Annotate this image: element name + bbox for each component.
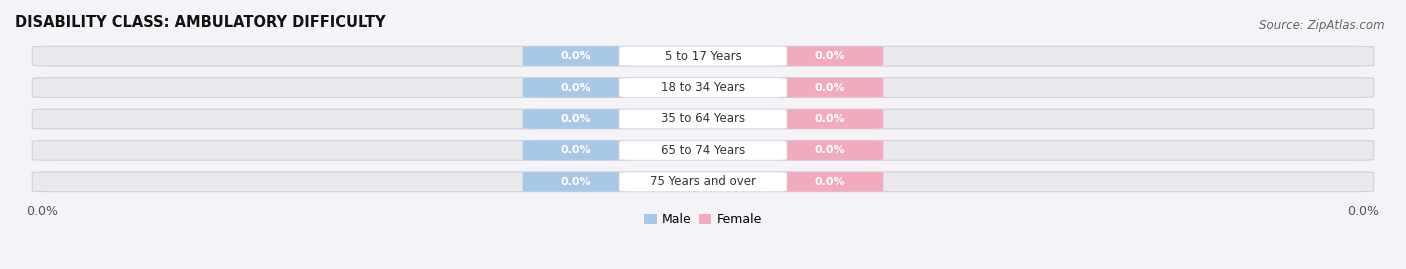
Text: 0.0%: 0.0%: [815, 114, 845, 124]
FancyBboxPatch shape: [32, 172, 1374, 192]
FancyBboxPatch shape: [619, 78, 787, 97]
Text: 75 Years and over: 75 Years and over: [650, 175, 756, 188]
Text: 65 to 74 Years: 65 to 74 Years: [661, 144, 745, 157]
Text: 0.0%: 0.0%: [561, 114, 591, 124]
FancyBboxPatch shape: [32, 46, 1374, 66]
Text: 0.0%: 0.0%: [561, 83, 591, 93]
Text: Source: ZipAtlas.com: Source: ZipAtlas.com: [1260, 19, 1385, 32]
FancyBboxPatch shape: [32, 140, 1374, 160]
FancyBboxPatch shape: [523, 109, 628, 129]
Text: 18 to 34 Years: 18 to 34 Years: [661, 81, 745, 94]
FancyBboxPatch shape: [523, 141, 628, 160]
FancyBboxPatch shape: [32, 109, 1374, 129]
FancyBboxPatch shape: [523, 46, 628, 66]
FancyBboxPatch shape: [778, 141, 883, 160]
FancyBboxPatch shape: [523, 78, 628, 97]
Text: 0.0%: 0.0%: [815, 177, 845, 187]
FancyBboxPatch shape: [619, 46, 787, 66]
FancyBboxPatch shape: [523, 172, 628, 192]
FancyBboxPatch shape: [778, 109, 883, 129]
Text: 35 to 64 Years: 35 to 64 Years: [661, 112, 745, 125]
Text: 0.0%: 0.0%: [561, 145, 591, 155]
FancyBboxPatch shape: [619, 109, 787, 129]
Text: 5 to 17 Years: 5 to 17 Years: [665, 50, 741, 63]
Text: 0.0%: 0.0%: [815, 83, 845, 93]
FancyBboxPatch shape: [32, 78, 1374, 97]
Text: 0.0%: 0.0%: [561, 177, 591, 187]
FancyBboxPatch shape: [619, 172, 787, 192]
Legend: Male, Female: Male, Female: [640, 208, 766, 231]
Text: 0.0%: 0.0%: [561, 51, 591, 61]
FancyBboxPatch shape: [619, 141, 787, 160]
Text: 0.0%: 0.0%: [815, 145, 845, 155]
FancyBboxPatch shape: [778, 78, 883, 97]
FancyBboxPatch shape: [778, 172, 883, 192]
Text: 0.0%: 0.0%: [815, 51, 845, 61]
Text: DISABILITY CLASS: AMBULATORY DIFFICULTY: DISABILITY CLASS: AMBULATORY DIFFICULTY: [15, 15, 385, 30]
FancyBboxPatch shape: [778, 46, 883, 66]
